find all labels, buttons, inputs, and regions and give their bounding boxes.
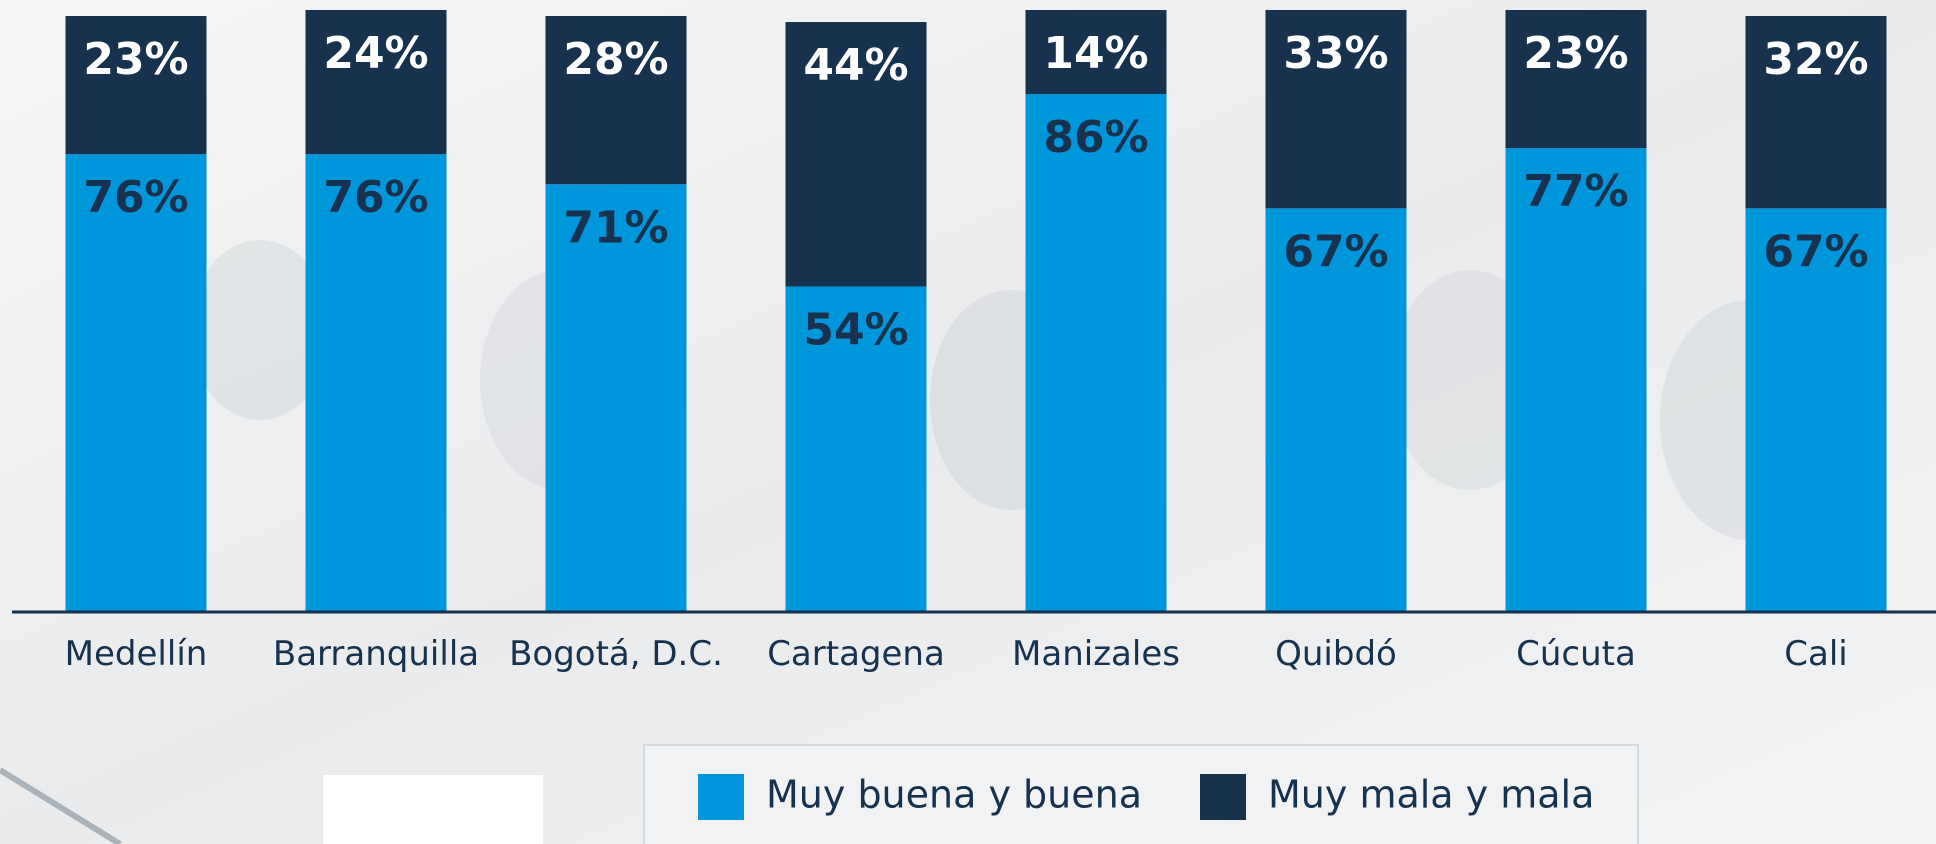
chart: 76% 23% Medellín 76% 24% Barranquilla 71% 28% Bo…: [0, 0, 1936, 844]
value-label: 77%: [1523, 166, 1628, 217]
x-tick-label-box: Quibdó: [1216, 633, 1456, 733]
bar-segment: [1026, 94, 1167, 611]
legend-label: Muy mala y mala: [1268, 773, 1594, 817]
value-label: 67%: [1763, 226, 1868, 277]
value-label: 71%: [563, 202, 668, 253]
x-tick-label: Barranquilla: [256, 633, 496, 675]
value-label: 24%: [323, 28, 428, 79]
x-tick-label: Quibdó: [1216, 633, 1456, 675]
x-tick-label-box: Barranquilla: [256, 633, 496, 733]
decoration: [323, 775, 543, 844]
value-label: 23%: [83, 34, 188, 85]
x-tick-label: Bogotá, D.C.: [496, 633, 736, 675]
value-label: 44%: [803, 40, 908, 91]
x-tick-label-box: Manizales: [976, 633, 1216, 733]
value-label: 28%: [563, 34, 668, 85]
x-tick-label-box: Cali: [1696, 633, 1936, 733]
x-tick-label: Medellín: [16, 633, 256, 675]
value-label: 67%: [1283, 226, 1388, 277]
legend-label: Muy buena y buena: [766, 773, 1142, 817]
x-tick-label: Manizales: [976, 633, 1216, 675]
x-tick-label-box: Medellín: [16, 633, 256, 733]
legend-swatch: [1200, 774, 1246, 820]
value-label: 14%: [1043, 28, 1148, 79]
x-tick-label-box: Cúcuta: [1456, 633, 1696, 733]
x-tick-label-box: Cartagena: [736, 633, 976, 733]
x-tick-label-box: Bogotá, D.C.: [496, 633, 736, 733]
x-tick-label: Cúcuta: [1456, 633, 1696, 675]
value-label: 23%: [1523, 28, 1628, 79]
value-label: 32%: [1763, 34, 1868, 85]
value-label: 76%: [323, 172, 428, 223]
bar-segment: [1506, 148, 1647, 611]
value-label: 76%: [83, 172, 188, 223]
value-label: 33%: [1283, 28, 1388, 79]
value-label: 86%: [1043, 112, 1148, 163]
legend-swatch: [698, 774, 744, 820]
x-tick-label: Cartagena: [736, 633, 976, 675]
page: 76% 23% Medellín 76% 24% Barranquilla 71% 28% Bo…: [0, 0, 1936, 844]
value-label: 54%: [803, 304, 908, 355]
x-tick-label: Cali: [1696, 633, 1936, 675]
